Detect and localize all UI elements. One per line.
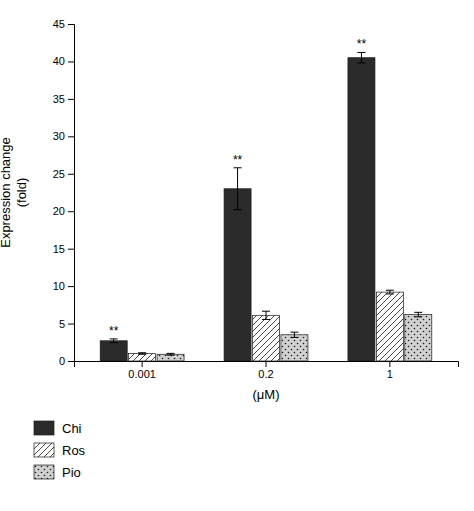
y-tick: 5 bbox=[59, 318, 74, 330]
y-tick: 0 bbox=[59, 355, 74, 367]
legend-label: Chi bbox=[62, 421, 82, 436]
legend-swatch bbox=[34, 443, 54, 457]
x-tick-label: 0.2 bbox=[258, 368, 273, 380]
series bbox=[157, 312, 432, 361]
y-tick-label: 0 bbox=[59, 355, 65, 367]
y-axis: 0 5 10 15 20 25 30 35 40 45 bbox=[53, 18, 75, 367]
y-tick: 30 bbox=[53, 130, 74, 142]
legend-swatch bbox=[34, 421, 54, 435]
x-tick-mark bbox=[142, 361, 143, 367]
legend-label: Ros bbox=[62, 443, 86, 458]
bar bbox=[224, 189, 251, 361]
x-tick-mark bbox=[266, 361, 267, 367]
y-tick: 40 bbox=[53, 55, 74, 67]
x-tick: 0.2 bbox=[258, 361, 273, 380]
y-tick-mark bbox=[68, 99, 74, 100]
y-tick-mark bbox=[68, 249, 74, 250]
error-bar bbox=[386, 290, 394, 294]
y-tick-label: 10 bbox=[53, 280, 65, 292]
x-axis: 0.001 0.2 1 bbox=[75, 361, 459, 380]
bar bbox=[252, 315, 279, 361]
bar bbox=[281, 335, 308, 361]
y-tick-mark bbox=[68, 361, 74, 362]
chart: 0 5 10 15 20 25 30 35 40 45 0.001 0.2 1 ** ** ** (μM) Exp… bbox=[0, 0, 474, 511]
error-bar bbox=[262, 311, 270, 319]
legend-swatch bbox=[34, 465, 54, 479]
annotation: ** bbox=[357, 37, 367, 51]
bar bbox=[405, 315, 432, 361]
y-tick-label: 35 bbox=[53, 93, 65, 105]
error-bar bbox=[167, 353, 175, 355]
legend-label: Pio bbox=[62, 465, 81, 480]
error-bar bbox=[138, 353, 146, 354]
x-tick: 0.001 bbox=[128, 361, 156, 380]
x-axis-line bbox=[75, 362, 459, 368]
error-bar bbox=[234, 168, 242, 210]
y-tick-mark bbox=[68, 211, 74, 212]
annotation: ** bbox=[109, 324, 119, 338]
annotations: ** ** ** bbox=[109, 37, 366, 337]
y-tick-label: 40 bbox=[53, 55, 65, 67]
y-tick-mark bbox=[68, 324, 74, 325]
annotation: ** bbox=[233, 153, 243, 167]
error-bar bbox=[414, 312, 422, 316]
bar bbox=[129, 354, 156, 361]
x-axis-title: (μM) bbox=[253, 387, 280, 402]
y-tick-mark bbox=[68, 61, 74, 62]
y-axis-title-line: (fold) bbox=[14, 178, 29, 208]
y-tick: 10 bbox=[53, 280, 74, 292]
x-tick-label: 0.001 bbox=[128, 368, 156, 380]
bar bbox=[157, 354, 184, 361]
y-axis-line bbox=[68, 25, 75, 362]
y-tick-mark bbox=[68, 136, 74, 137]
y-tick-label: 45 bbox=[53, 18, 65, 30]
y-tick-mark bbox=[68, 174, 74, 175]
legend-item: Ros bbox=[34, 443, 86, 458]
y-tick: 45 bbox=[53, 18, 74, 30]
error-bar bbox=[110, 339, 118, 343]
legend: Chi Ros Pio bbox=[34, 421, 86, 480]
y-tick-label: 30 bbox=[53, 130, 65, 142]
marks bbox=[100, 52, 432, 361]
x-tick-mark bbox=[389, 361, 390, 367]
error-bar bbox=[290, 332, 298, 337]
y-tick: 25 bbox=[53, 168, 74, 180]
y-tick-mark bbox=[68, 24, 74, 25]
legend-item: Chi bbox=[34, 421, 82, 436]
y-tick: 15 bbox=[53, 243, 74, 255]
series bbox=[100, 52, 375, 361]
y-tick-label: 20 bbox=[53, 205, 65, 217]
y-tick: 35 bbox=[53, 93, 74, 105]
y-tick-label: 25 bbox=[53, 168, 65, 180]
plot: 0 5 10 15 20 25 30 35 40 45 0.001 0.2 1 ** ** ** (μM) Exp… bbox=[0, 18, 458, 402]
y-axis-title: Expression change(fold) bbox=[0, 137, 29, 248]
y-axis-title-line: Expression change bbox=[0, 137, 13, 248]
y-tick-mark bbox=[68, 286, 74, 287]
bar bbox=[348, 58, 375, 361]
y-tick-label: 5 bbox=[59, 318, 65, 330]
bar bbox=[100, 341, 127, 361]
y-tick-label: 15 bbox=[53, 243, 65, 255]
x-tick-label: 1 bbox=[387, 368, 393, 380]
bar bbox=[376, 292, 403, 361]
y-tick: 20 bbox=[53, 205, 74, 217]
error-bar bbox=[357, 52, 365, 62]
legend-item: Pio bbox=[34, 465, 81, 480]
x-tick: 1 bbox=[387, 361, 393, 380]
series bbox=[129, 290, 404, 361]
